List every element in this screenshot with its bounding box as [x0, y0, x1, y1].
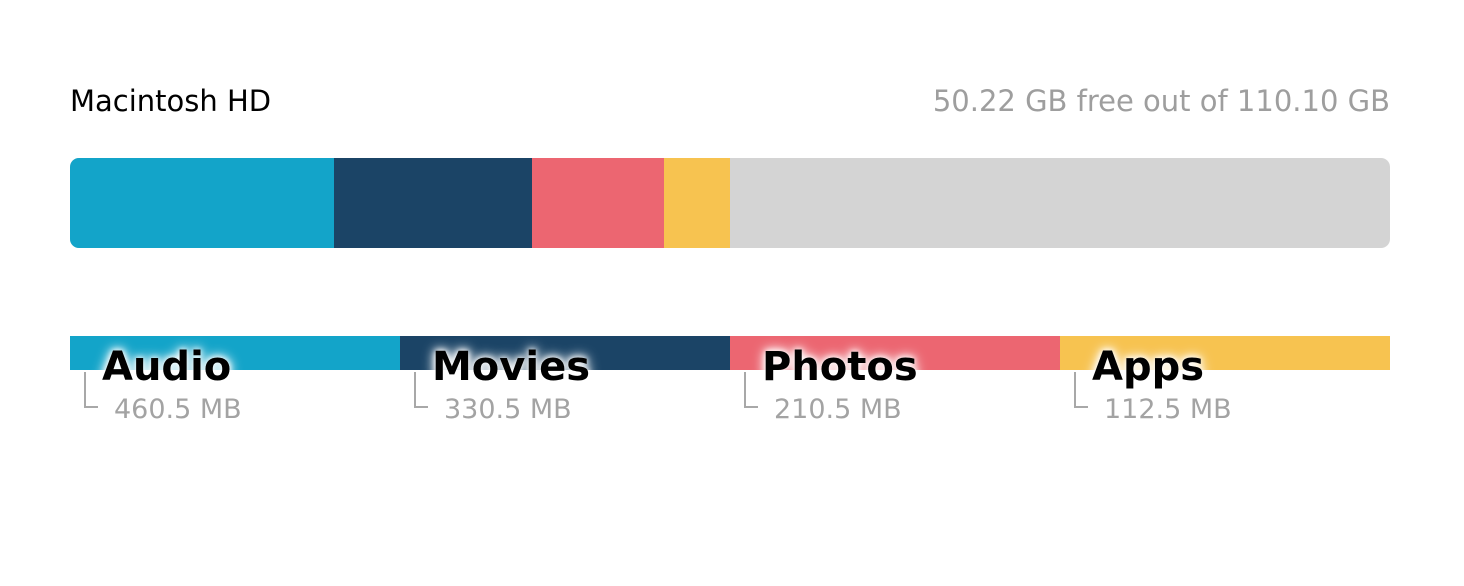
legend-item-apps[interactable]: Apps 112.5 MB	[1060, 336, 1390, 436]
usage-segment-movies[interactable]	[334, 158, 532, 248]
connector-line	[1074, 372, 1088, 408]
usage-segment-photos[interactable]	[532, 158, 664, 248]
usage-segment-apps[interactable]	[664, 158, 730, 248]
storage-legend: Audio 460.5 MB Movies 330.5 MB Photos 21…	[70, 336, 1390, 436]
legend-label: Movies	[432, 344, 591, 390]
disk-name: Macintosh HD	[70, 84, 272, 118]
legend-item-photos[interactable]: Photos 210.5 MB	[730, 336, 1060, 436]
storage-usage-bar	[70, 158, 1390, 248]
disk-header: Macintosh HD 50.22 GB free out of 110.10…	[70, 80, 1390, 124]
legend-label: Photos	[762, 344, 918, 390]
free-space-text: 50.22 GB free out of 110.10 GB	[932, 84, 1390, 118]
legend-label: Audio	[102, 344, 232, 390]
legend-item-movies[interactable]: Movies 330.5 MB	[400, 336, 730, 436]
legend-color-strip	[70, 336, 400, 370]
usage-segment-audio[interactable]	[70, 158, 334, 248]
legend-size: 210.5 MB	[774, 394, 902, 425]
legend-item-audio[interactable]: Audio 460.5 MB	[70, 336, 400, 436]
legend-size: 460.5 MB	[114, 394, 242, 425]
legend-color-strip	[1060, 336, 1390, 370]
legend-size: 112.5 MB	[1104, 394, 1232, 425]
legend-color-strip	[400, 336, 730, 370]
connector-line	[744, 372, 758, 408]
legend-label: Apps	[1092, 344, 1205, 390]
connector-line	[84, 372, 98, 408]
connector-line	[414, 372, 428, 408]
legend-size: 330.5 MB	[444, 394, 572, 425]
legend-color-strip	[730, 336, 1060, 370]
